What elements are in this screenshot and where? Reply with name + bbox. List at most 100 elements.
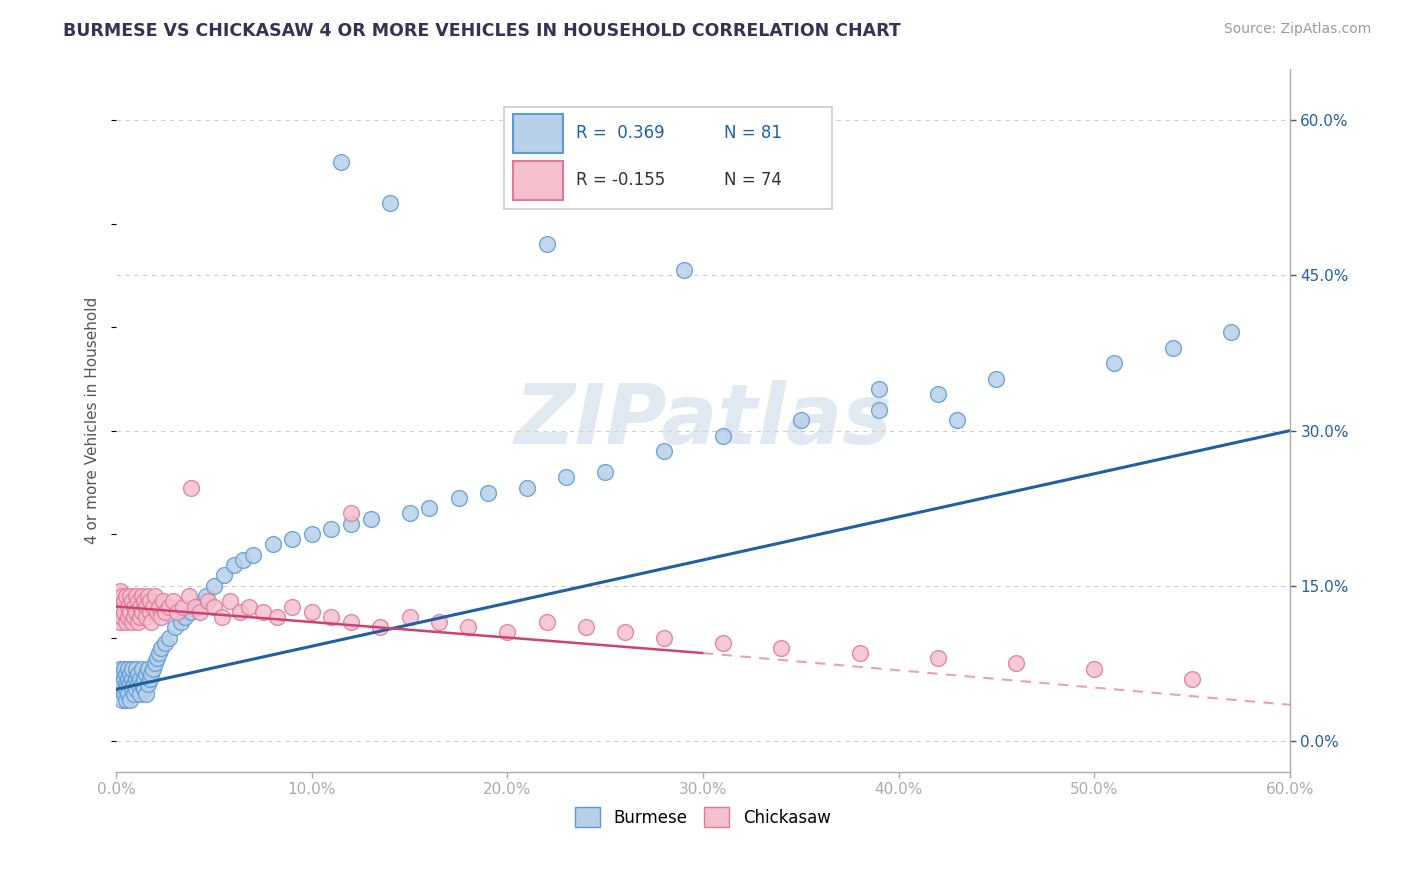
Point: [157, 631, 180, 645]
Point: [613, 625, 636, 640]
Point: [222, 558, 245, 573]
Point: [121, 672, 143, 686]
Point: [340, 516, 363, 531]
Point: [136, 677, 159, 691]
Point: [117, 672, 139, 686]
Point: [121, 594, 143, 608]
Point: [127, 594, 149, 608]
Point: [128, 610, 150, 624]
Point: [125, 589, 148, 603]
Y-axis label: 4 or more Vehicles in Household: 4 or more Vehicles in Household: [86, 297, 100, 544]
Point: [125, 605, 148, 619]
Point: [575, 620, 598, 634]
Point: [121, 662, 143, 676]
Point: [118, 589, 141, 603]
Point: [321, 610, 343, 624]
Point: [118, 677, 141, 691]
Point: [1083, 662, 1105, 676]
Point: [112, 594, 135, 608]
Point: [108, 584, 131, 599]
Point: [378, 196, 401, 211]
Point: [330, 154, 353, 169]
Point: [111, 692, 134, 706]
Point: [142, 599, 165, 614]
Point: [146, 605, 169, 619]
Point: [111, 666, 134, 681]
Point: [232, 553, 254, 567]
Point: [145, 657, 167, 671]
Point: [131, 605, 153, 619]
Point: [340, 615, 363, 629]
Point: [122, 610, 145, 624]
Point: [145, 589, 167, 603]
Point: [166, 605, 188, 619]
Point: [138, 605, 160, 619]
Text: BURMESE VS CHICKASAW 4 OR MORE VEHICLES IN HOUSEHOLD CORRELATION CHART: BURMESE VS CHICKASAW 4 OR MORE VEHICLES …: [63, 22, 901, 40]
Point: [360, 511, 382, 525]
Point: [927, 387, 949, 401]
Point: [848, 646, 870, 660]
Point: [301, 527, 323, 541]
Point: [152, 594, 174, 608]
Point: [153, 636, 176, 650]
Point: [195, 589, 218, 603]
Point: [127, 677, 149, 691]
Point: [1161, 341, 1184, 355]
Point: [148, 646, 170, 660]
Point: [117, 688, 139, 702]
Point: [122, 599, 145, 614]
Point: [112, 662, 135, 676]
Point: [370, 620, 392, 634]
Point: [115, 589, 138, 603]
Point: [148, 599, 170, 614]
Point: [190, 605, 212, 619]
Point: [131, 677, 153, 691]
Point: [127, 615, 149, 629]
Point: [135, 599, 157, 614]
Point: [868, 382, 890, 396]
Point: [115, 692, 138, 706]
Point: [212, 568, 235, 582]
Point: [117, 662, 139, 676]
Point: [125, 672, 148, 686]
Point: [770, 640, 793, 655]
Point: [711, 636, 734, 650]
Point: [301, 605, 323, 619]
Point: [180, 605, 202, 619]
Point: [115, 677, 138, 691]
Point: [121, 682, 143, 697]
Point: [1102, 356, 1125, 370]
Point: [477, 485, 499, 500]
Point: [868, 403, 890, 417]
Point: [153, 605, 176, 619]
Point: [427, 615, 450, 629]
Point: [141, 666, 163, 681]
Point: [595, 465, 617, 479]
Point: [457, 620, 479, 634]
Point: [496, 625, 519, 640]
Point: [262, 537, 284, 551]
Point: [117, 599, 139, 614]
Point: [132, 594, 155, 608]
Point: [107, 599, 129, 614]
Point: [228, 605, 250, 619]
Point: [536, 615, 558, 629]
Point: [111, 677, 134, 691]
Point: [187, 599, 209, 614]
Point: [211, 610, 233, 624]
Point: [141, 615, 163, 629]
Point: [131, 589, 153, 603]
Point: [135, 688, 157, 702]
Point: [946, 413, 969, 427]
Point: [652, 631, 675, 645]
Point: [202, 579, 225, 593]
Point: [150, 640, 173, 655]
Point: [398, 610, 420, 624]
Point: [128, 672, 150, 686]
Point: [177, 589, 200, 603]
Point: [790, 413, 813, 427]
Text: Source: ZipAtlas.com: Source: ZipAtlas.com: [1223, 22, 1371, 37]
Point: [121, 615, 143, 629]
Point: [183, 599, 205, 614]
Point: [202, 599, 225, 614]
